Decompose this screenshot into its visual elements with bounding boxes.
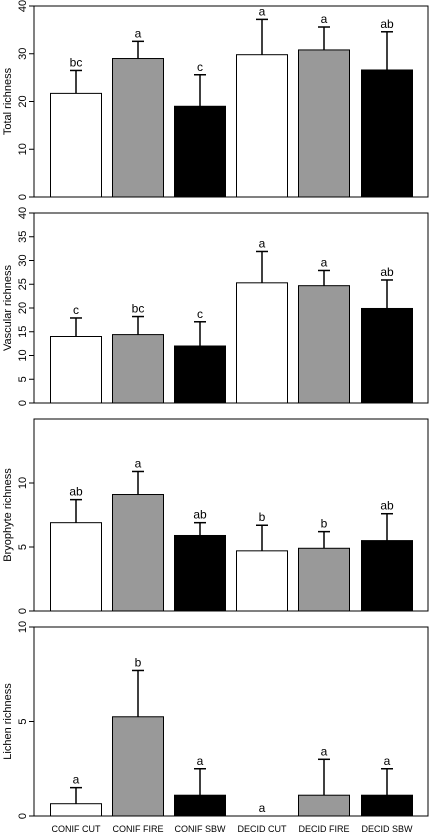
bar xyxy=(361,69,413,198)
y-axis-label: Total richness xyxy=(2,67,14,135)
x-tick-label: DECID SBW xyxy=(361,824,413,834)
bar xyxy=(112,334,164,404)
bar xyxy=(298,285,350,404)
x-tick-label: CONIF FIRE xyxy=(113,824,164,834)
bar xyxy=(174,794,226,817)
y-tick-label: 40 xyxy=(17,207,29,219)
y-tick-label: 30 xyxy=(17,48,29,60)
bar xyxy=(236,54,288,198)
y-tick-label: 0 xyxy=(17,813,29,819)
plot-frame xyxy=(33,626,429,817)
significance-letter: a xyxy=(384,754,391,768)
significance-letter: ab xyxy=(380,499,394,513)
significance-letter: b xyxy=(321,517,328,531)
y-axis-label: Vascular richness xyxy=(2,265,14,351)
y-tick-label: 10 xyxy=(17,143,29,155)
panel-1: 0 10 20 30 40 Total richness bc a c a a ab xyxy=(2,0,429,200)
y-tick-label: 40 xyxy=(17,0,29,12)
significance-letter: a xyxy=(259,801,266,815)
y-tick-label: 0 xyxy=(17,608,29,614)
bar xyxy=(236,550,288,612)
significance-letter: ab xyxy=(380,17,394,31)
significance-letter: bc xyxy=(132,302,145,316)
bar xyxy=(112,494,164,612)
significance-letter: a xyxy=(135,456,142,470)
y-tick-label: 0 xyxy=(17,400,29,406)
significance-letter: a xyxy=(197,754,204,768)
bar xyxy=(298,49,350,198)
panel-4: 0 5 10 Lichen richness a b a a a a CONIF CUT CONIF … xyxy=(2,621,429,834)
y-axis-label: Lichen richness xyxy=(2,683,14,760)
bar xyxy=(361,540,413,612)
y-tick-label: 30 xyxy=(17,254,29,266)
y-tick-label: 5 xyxy=(17,544,29,550)
x-tick-label: CONIF SBW xyxy=(175,824,227,834)
bar xyxy=(298,547,350,612)
x-tick-label: DECID CUT xyxy=(238,824,288,834)
bar xyxy=(50,92,102,198)
y-tick-label: 10 xyxy=(17,349,29,361)
significance-letter: b xyxy=(259,510,266,524)
bar xyxy=(112,716,164,817)
bar xyxy=(50,336,102,404)
significance-letter: a xyxy=(135,26,142,40)
panel-2: 0 5 10 15 20 25 30 35 40 Vascular richness c bc c a a a… xyxy=(2,207,429,406)
y-tick-label: 0 xyxy=(17,194,29,200)
significance-letter: ab xyxy=(69,485,83,499)
y-axis-label: Bryophyte richness xyxy=(2,468,14,562)
bar xyxy=(236,282,288,404)
x-tick-label: DECID FIRE xyxy=(298,824,349,834)
y-tick-label: 5 xyxy=(17,376,29,382)
bar xyxy=(174,345,226,404)
significance-letter: a xyxy=(259,236,266,250)
y-tick-label: 35 xyxy=(17,231,29,243)
bar xyxy=(298,794,350,817)
bar xyxy=(361,307,413,404)
y-tick-label: 25 xyxy=(17,278,29,290)
significance-letter: b xyxy=(135,655,142,669)
y-tick-label: 20 xyxy=(17,95,29,107)
plot-frame xyxy=(33,418,429,612)
significance-letter: ab xyxy=(193,508,207,522)
significance-letter: a xyxy=(73,773,80,787)
bar xyxy=(361,794,413,817)
y-tick-label: 20 xyxy=(17,302,29,314)
bar xyxy=(174,534,226,612)
significance-letter: a xyxy=(321,744,328,758)
significance-letter: a xyxy=(321,12,328,26)
significance-letter: a xyxy=(259,4,266,18)
significance-letter: c xyxy=(197,60,203,74)
y-tick-label: 15 xyxy=(17,326,29,338)
significance-letter: a xyxy=(321,255,328,269)
y-tick-label: 10 xyxy=(17,477,29,489)
x-tick-label: CONIF CUT xyxy=(52,824,101,834)
bar xyxy=(50,522,102,612)
significance-letter: c xyxy=(197,307,203,321)
significance-letter: bc xyxy=(70,55,83,69)
bar xyxy=(174,105,226,198)
significance-letter: c xyxy=(73,303,79,317)
bar xyxy=(112,58,164,198)
y-tick-label: 10 xyxy=(17,621,29,633)
significance-letter: ab xyxy=(380,265,394,279)
bar xyxy=(50,803,102,817)
y-tick-label: 5 xyxy=(17,718,29,724)
